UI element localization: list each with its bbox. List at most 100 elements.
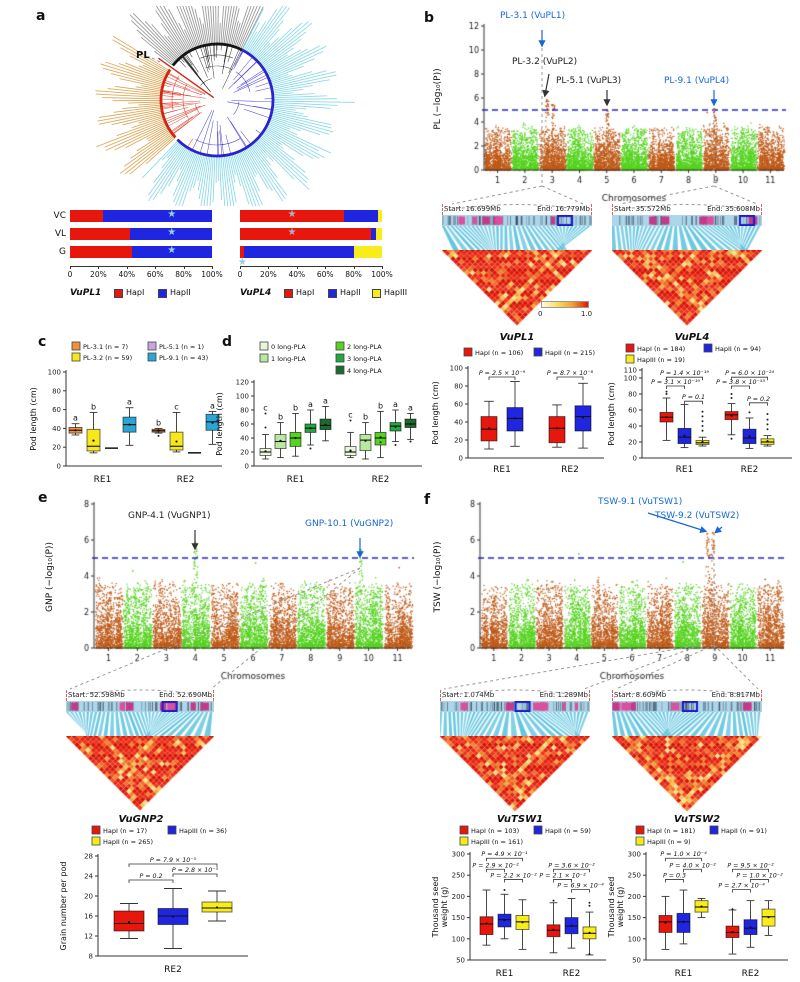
circle-el [379,436,382,439]
circle-el [215,906,219,909]
line-el [242,8,264,50]
circle-el [581,416,585,419]
line-el [112,35,169,71]
line-el [179,150,191,170]
ld-fan-lines [442,226,592,250]
line-el [269,122,298,136]
line-el [273,79,330,91]
line-el [233,77,268,93]
text-el: RE1 [675,969,693,979]
line-el [272,74,337,89]
line-el [167,109,198,124]
text-el: P = 0.3 [663,872,686,879]
line-el [125,126,167,149]
line-el [165,80,191,91]
line-el [113,106,161,113]
ld-range-labels: Start: 8.609Mb End: 8.817Mb [612,690,762,701]
line-el [228,61,257,89]
line-el [273,95,327,99]
div-el [212,266,213,269]
text-el: b [293,404,298,413]
line-el [120,134,172,174]
bar-axis-tick: 0 [237,270,243,279]
line-el [105,123,166,151]
line-el [181,57,201,81]
rect-el [548,416,566,444]
bar-gene-label: VuPL1 [70,288,102,298]
line-el [240,151,260,192]
text-el: 110 [624,367,637,375]
line-el [98,107,161,118]
annotation-gnp-4-1: GNP-4.1 (VuGNP1) [128,511,211,521]
line-el [233,51,244,69]
line-el [183,29,194,49]
text-el: 60 [628,407,637,415]
path-el [553,868,590,873]
text-el: RE2 [741,465,759,475]
legend-label: HapII [170,288,191,297]
line-el [148,145,185,196]
line-el [162,102,176,104]
div-el [70,266,212,267]
line-el [167,35,183,56]
circle-el [766,413,769,415]
line-el [120,47,168,74]
line-el [153,145,183,184]
text-el: a [308,400,313,409]
line-el [180,58,185,63]
line-el [194,8,205,45]
line-el [191,5,203,46]
text-el: HapIII (n = 9) [647,838,691,846]
line-el [199,110,215,153]
div-el [183,266,185,269]
text-el: 0 [245,463,249,471]
annotation-tsw-9-1: TSW-9.1 (VuTSW1) [598,497,683,507]
ld-colorbar-max: 1.0 [581,310,593,318]
ld-start-label: Start: 1.074Mb [442,691,495,699]
path-el [486,857,523,862]
circle-el [665,390,668,393]
line-el [217,5,219,44]
line-el [95,93,161,98]
line-el [270,73,289,82]
bar-row-label: VL [54,229,66,239]
line-el [215,5,217,44]
line-el [262,31,307,66]
manhattan-plot-pl [454,14,792,206]
line-el [165,105,201,120]
text-el: HapIII (n = 161) [471,838,523,846]
rect-el [533,825,543,835]
line-el [185,5,200,47]
text-el: Grain number per pod [59,862,68,951]
line-el [159,5,188,52]
line-el [204,5,211,44]
line-el [128,101,161,104]
text-el: 100 [452,935,465,943]
circle-el [92,439,95,442]
circle-el [503,889,506,892]
bar-segment [244,246,354,258]
text-el: 250 [628,872,641,880]
line-el [130,131,170,159]
line-el [162,106,173,109]
line-el [225,156,235,207]
text-el: P = 4.9 × 10⁻¹ [481,851,528,858]
text-el: 20 [84,893,93,901]
text-el: P = 2.5 × 10⁻⁹ [479,370,526,377]
line-el [243,108,270,118]
text-el: 200 [628,893,641,901]
line-el [129,136,174,175]
text-el: Pod length (cm) [607,382,616,446]
text-el: 50 [632,957,641,965]
line-el [107,88,161,95]
gene-track-band [440,701,590,712]
text-el: 300 [628,851,641,859]
line-el [97,109,161,122]
circle-el [503,919,506,922]
line-el [142,64,166,77]
div-el [126,266,128,269]
line-el [164,82,203,96]
line-el [234,153,254,207]
boxplot-vupl1: 0 20 40 60 80 100 Pod length (cm) HapI (n = 106… [431,347,604,475]
title-vugnp2: VuGNP2 [118,814,164,825]
